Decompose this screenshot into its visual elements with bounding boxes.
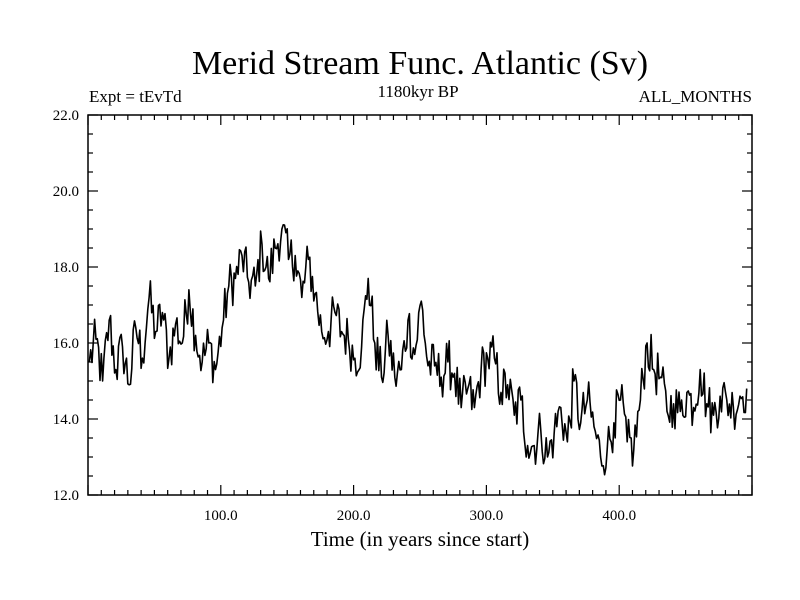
y-axis-ticks: 12.0 14.0 16.0 18.0 20.0 22.0 xyxy=(53,108,752,504)
y-tick-label: 14.0 xyxy=(53,412,79,428)
y-tick-label: 12.0 xyxy=(53,488,79,504)
x-tick-label: 200.0 xyxy=(337,508,371,524)
series-line xyxy=(88,224,748,476)
experiment-label: Expt = tEvTd xyxy=(89,87,182,106)
plot-frame xyxy=(87,114,753,496)
x-tick-label: 100.0 xyxy=(204,508,238,524)
y-tick-label: 16.0 xyxy=(53,336,79,352)
x-tick-label: 300.0 xyxy=(470,508,504,524)
y-tick-label: 22.0 xyxy=(53,108,79,124)
y-tick-label: 18.0 xyxy=(53,260,79,276)
x-tick-label: 400.0 xyxy=(602,508,636,524)
y-tick-label: 20.0 xyxy=(53,184,79,200)
x-axis-label: Time (in years since start) xyxy=(311,527,530,551)
months-label: ALL_MONTHS xyxy=(639,87,752,106)
period-label: 1180kyr BP xyxy=(377,82,458,101)
chart-title: Merid Stream Func. Atlantic (Sv) xyxy=(192,45,648,82)
x-axis-ticks: 100.0 200.0 300.0 400.0 xyxy=(87,115,753,524)
